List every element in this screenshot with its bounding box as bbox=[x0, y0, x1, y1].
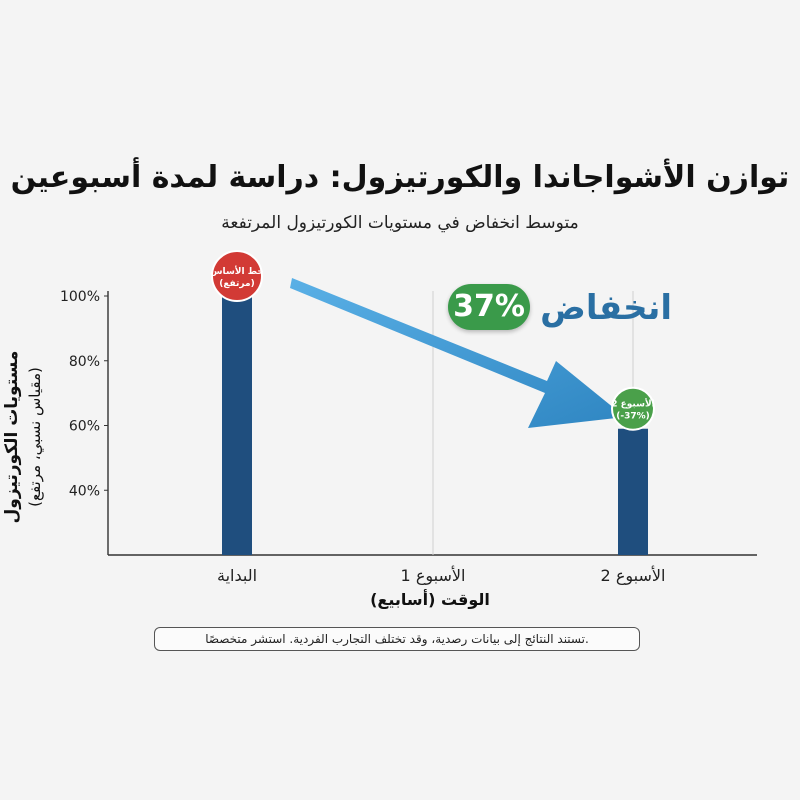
bar bbox=[618, 428, 648, 555]
decrease-arrow bbox=[290, 278, 625, 428]
disclaimer-note: تستند النتائج إلى بيانات رصدية، وقد تختل… bbox=[154, 627, 640, 651]
bar-annotation-marker bbox=[211, 250, 263, 302]
decrease-percent-badge: 37% bbox=[448, 284, 530, 330]
bar-annotation-marker bbox=[611, 386, 655, 431]
bar bbox=[222, 296, 252, 555]
y-axis-label: مستويات الكورتيزول (مقياس نسبي، مرتفع) bbox=[0, 307, 70, 567]
annotation-line1: الأسبوع 2 bbox=[611, 398, 655, 410]
y-axis-title: مستويات الكورتيزول bbox=[2, 350, 22, 524]
x-tick-label: الأسبوع 1 bbox=[401, 565, 466, 586]
annotation-line1: خط الأساس bbox=[210, 265, 264, 277]
y-tick-label: 40% bbox=[69, 483, 100, 499]
annotation-line2: (-37%) bbox=[616, 412, 650, 422]
decrease-label: انخفاض bbox=[540, 288, 672, 328]
chart-subtitle: متوسط انخفاض في مستويات الكورتيزول المرت… bbox=[221, 213, 579, 233]
annotation-line2: (مرتفع) bbox=[219, 279, 254, 289]
y-tick-label: 80% bbox=[69, 354, 100, 370]
y-tick-label: 100% bbox=[60, 289, 100, 305]
chart-title: توازن الأشواجاندا والكورتيزول: دراسة لمد… bbox=[10, 160, 790, 195]
y-axis-subtitle: (مقياس نسبي، مرتفع) bbox=[26, 367, 44, 507]
y-tick-label: 60% bbox=[69, 419, 100, 435]
x-tick-label: الأسبوع 2 bbox=[601, 565, 666, 586]
x-tick-label: البداية bbox=[217, 566, 257, 585]
x-axis-label: الوقت (أسابيع) bbox=[370, 590, 490, 609]
